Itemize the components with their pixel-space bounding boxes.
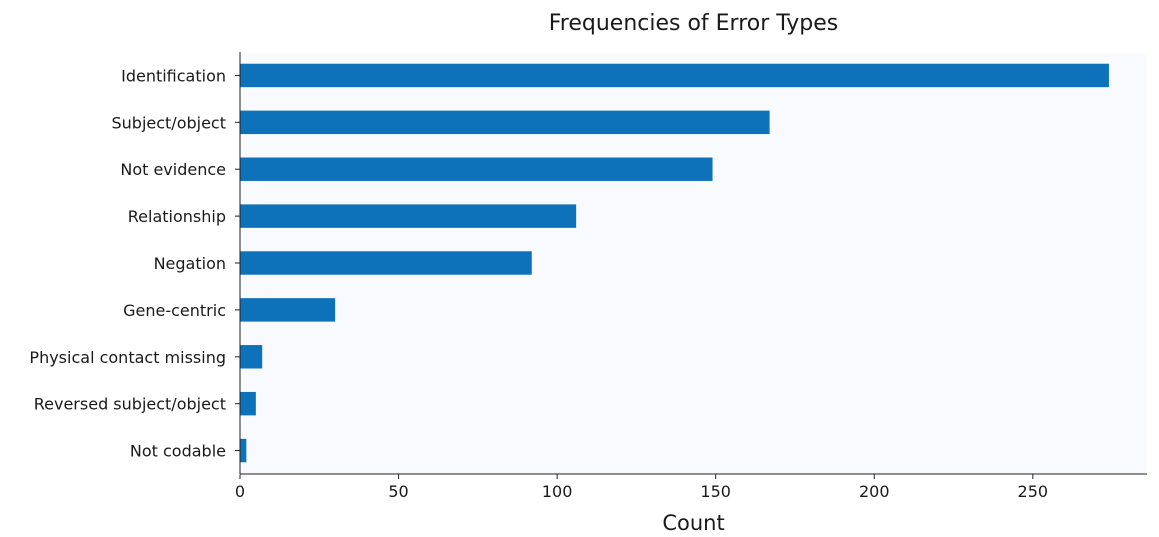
bar bbox=[240, 110, 770, 135]
category-label: Physical contact missing bbox=[29, 348, 226, 367]
bar bbox=[240, 204, 577, 228]
bars-group bbox=[240, 63, 1109, 463]
bar bbox=[240, 438, 247, 463]
x-tick-label: 100 bbox=[542, 482, 573, 501]
category-label: Reversed subject/object bbox=[34, 395, 226, 414]
category-label: Identification bbox=[121, 66, 226, 85]
bar bbox=[240, 63, 1109, 88]
category-label: Not codable bbox=[130, 442, 226, 461]
bar bbox=[240, 251, 532, 275]
x-axis-title: Count bbox=[662, 511, 724, 535]
category-label: Relationship bbox=[128, 207, 226, 226]
x-ticks-group: 0 50 100 150 200 250 bbox=[235, 474, 1048, 501]
chart-title: Frequencies of Error Types bbox=[549, 11, 839, 36]
category-label: Not evidence bbox=[120, 160, 226, 179]
x-tick-label: 150 bbox=[700, 482, 731, 501]
x-tick-label: 0 bbox=[235, 482, 245, 501]
bar bbox=[240, 391, 256, 416]
category-label: Negation bbox=[154, 254, 226, 273]
x-tick-label: 200 bbox=[859, 482, 890, 501]
category-labels-group: Identification Subject/object Not evidence… bbox=[29, 66, 240, 461]
category-label: Subject/object bbox=[111, 113, 226, 132]
bar bbox=[240, 157, 713, 181]
bar bbox=[240, 345, 263, 369]
x-tick-label: 50 bbox=[388, 482, 408, 501]
x-tick-label: 250 bbox=[1018, 482, 1049, 501]
bar bbox=[240, 298, 336, 322]
axes-group bbox=[239, 51, 1148, 475]
category-label: Gene-centric bbox=[123, 301, 226, 320]
